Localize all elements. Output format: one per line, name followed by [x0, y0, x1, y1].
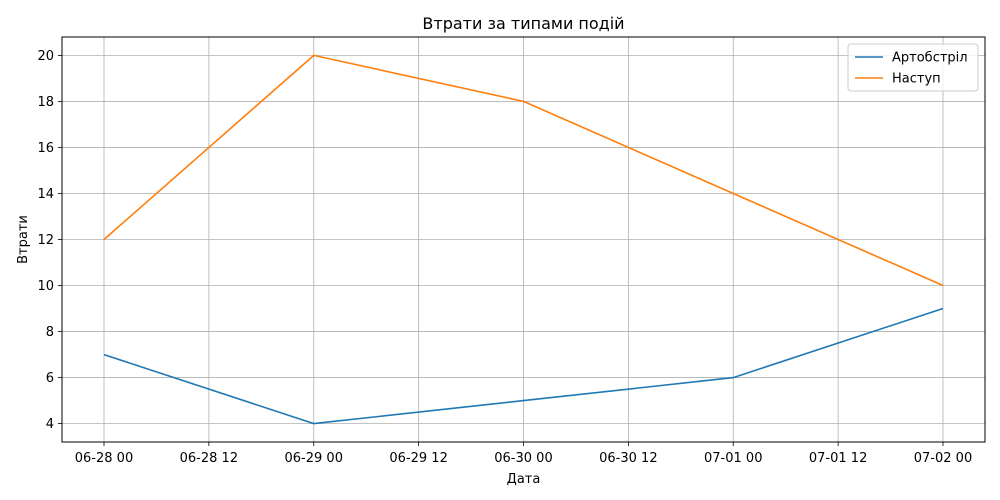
x-tick-label: 07-01 12	[809, 451, 867, 466]
y-axis-label: Втрати	[16, 215, 31, 264]
grid-lines	[62, 37, 985, 442]
x-tick-label: 06-30 12	[599, 451, 657, 466]
legend-box	[847, 43, 979, 92]
y-tick-label: 12	[37, 233, 54, 248]
series-lines	[103, 54, 944, 425]
x-tick-label: 06-28 00	[75, 451, 133, 466]
x-tick-label: 07-01 00	[704, 451, 762, 466]
y-tick-label: 4	[46, 417, 54, 432]
axis-ticks: 06-28 00 06-28 12 06-29 00 06-29 12 06-30 00…	[37, 49, 972, 466]
x-axis-label: Дата	[507, 472, 541, 487]
x-tick-label: 07-02 00	[914, 451, 972, 466]
y-tick-label: 20	[37, 49, 54, 64]
y-tick-label: 16	[37, 141, 54, 156]
series-line-2	[103, 54, 944, 287]
y-tick-label: 14	[37, 187, 54, 202]
series-line-1	[103, 307, 944, 425]
x-tick-label: 06-28 12	[180, 451, 238, 466]
y-tick-label: 10	[37, 279, 54, 294]
legend-label-2: Наступ	[892, 72, 941, 87]
y-tick-label: 18	[37, 95, 54, 110]
x-tick-label: 06-30 00	[494, 451, 552, 466]
chart-title: Втрати за типами подій	[422, 14, 624, 33]
y-tick-label: 8	[46, 325, 54, 340]
y-tick-label: 6	[46, 371, 54, 386]
legend-label-1: Артобстріл	[892, 51, 968, 66]
x-tick-label: 06-29 12	[389, 451, 447, 466]
legend: Артобстріл Наступ	[847, 43, 979, 92]
x-tick-label: 06-29 00	[285, 451, 343, 466]
